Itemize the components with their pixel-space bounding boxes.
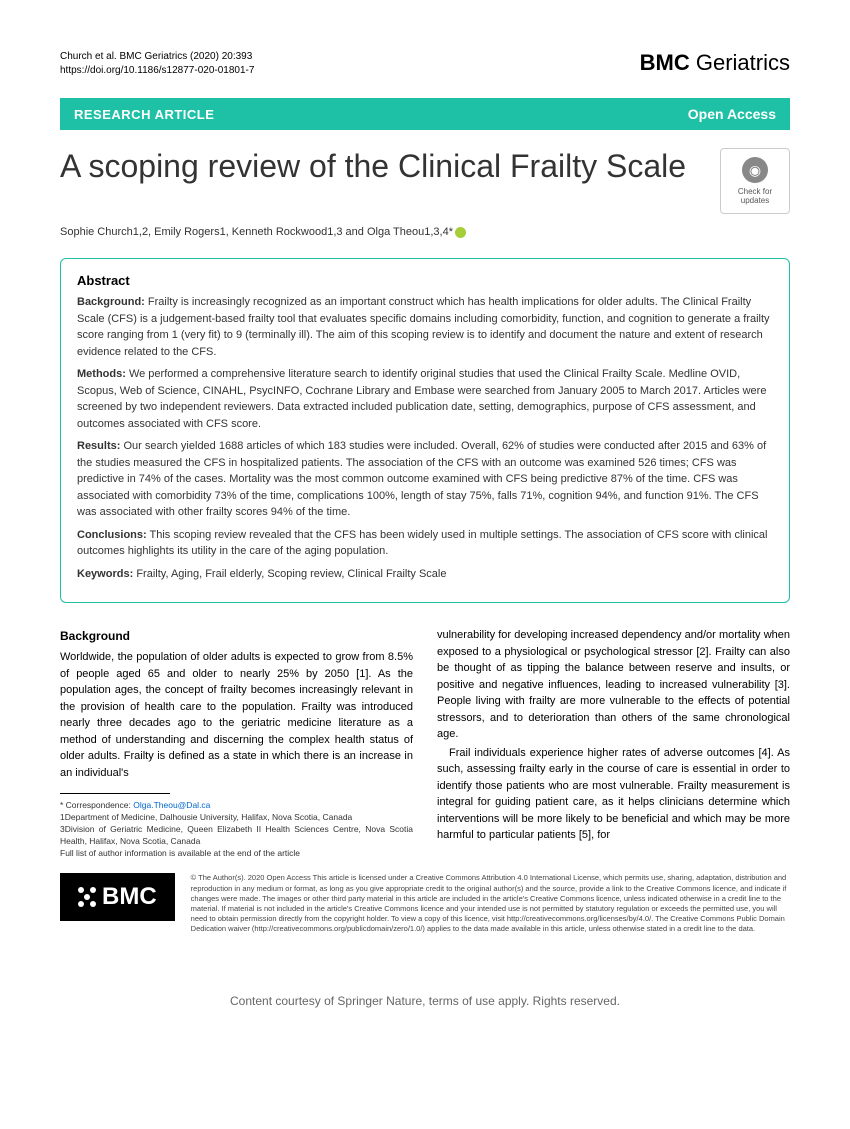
journal-logo: BMC Geriatrics [640, 50, 790, 76]
check-updates-badge[interactable]: ◉ Check for updates [720, 148, 790, 214]
page-footer: Content courtesy of Springer Nature, ter… [0, 994, 850, 1028]
article-title: A scoping review of the Clinical Frailty… [60, 148, 720, 185]
abstract-heading: Abstract [77, 273, 773, 288]
body-columns: Background Worldwide, the population of … [60, 627, 790, 859]
abstract-keywords: Keywords: Frailty, Aging, Frail elderly,… [77, 566, 773, 583]
keywords-text: Frailty, Aging, Frail elderly, Scoping r… [136, 568, 446, 580]
methods-label: Methods: [77, 368, 126, 380]
authors-text: Sophie Church1,2, Emily Rogers1, Kenneth… [60, 226, 453, 238]
journal-prefix: BMC [640, 50, 690, 75]
journal-suffix: Geriatrics [696, 50, 790, 75]
orcid-icon[interactable] [455, 227, 466, 238]
affiliation-1: 1Department of Medicine, Dalhousie Unive… [60, 812, 352, 822]
abstract-conclusions: Conclusions: This scoping review reveale… [77, 527, 773, 560]
methods-text: We performed a comprehensive literature … [77, 368, 766, 430]
bmc-logo-text: BMC [102, 883, 157, 911]
page-header: Church et al. BMC Geriatrics (2020) 20:3… [60, 50, 790, 78]
author-info-note: Full list of author information is avail… [60, 848, 300, 858]
correspondence-label: * Correspondence: [60, 800, 131, 810]
bmc-dots-icon [78, 885, 96, 909]
crossmark-icon: ◉ [742, 157, 768, 183]
correspondence-divider [60, 793, 170, 794]
affiliation-3: 3Division of Geriatric Medicine, Queen E… [60, 824, 413, 846]
article-type-label: RESEARCH ARTICLE [74, 107, 214, 122]
right-column: vulnerability for developing increased d… [437, 627, 790, 859]
conclusions-label: Conclusions: [77, 529, 147, 541]
abstract-box: Abstract Background: Frailty is increasi… [60, 258, 790, 603]
background-paragraph-3: Frail individuals experience higher rate… [437, 745, 790, 844]
results-text: Our search yielded 1688 articles of whic… [77, 440, 766, 518]
results-label: Results: [77, 440, 120, 452]
background-paragraph-2: vulnerability for developing increased d… [437, 627, 790, 743]
keywords-label: Keywords: [77, 568, 133, 580]
citation-authors: Church et al. BMC Geriatrics (2020) 20:3… [60, 50, 254, 64]
citation-block: Church et al. BMC Geriatrics (2020) 20:3… [60, 50, 254, 78]
author-list: Sophie Church1,2, Emily Rogers1, Kenneth… [60, 226, 790, 238]
background-paragraph-1: Worldwide, the population of older adult… [60, 649, 413, 781]
license-row: BMC © The Author(s). 2020 Open Access Th… [60, 873, 790, 934]
abstract-background: Background: Frailty is increasingly reco… [77, 294, 773, 360]
correspondence-email[interactable]: Olga.Theou@Dal.ca [133, 800, 210, 810]
article-page: Church et al. BMC Geriatrics (2020) 20:3… [0, 0, 850, 964]
background-label: Background: [77, 296, 145, 308]
abstract-results: Results: Our search yielded 1688 article… [77, 438, 773, 521]
open-access-label: Open Access [688, 106, 776, 122]
abstract-methods: Methods: We performed a comprehensive li… [77, 366, 773, 432]
article-type-banner: RESEARCH ARTICLE Open Access [60, 98, 790, 130]
correspondence-block: * Correspondence: Olga.Theou@Dal.ca 1Dep… [60, 800, 413, 859]
bmc-logo: BMC [60, 873, 175, 921]
title-row: A scoping review of the Clinical Frailty… [60, 148, 790, 214]
background-heading: Background [60, 627, 413, 645]
license-text: © The Author(s). 2020 Open Access This a… [191, 873, 790, 934]
background-text: Frailty is increasingly recognized as an… [77, 296, 770, 358]
citation-doi: https://doi.org/10.1186/s12877-020-01801… [60, 64, 254, 78]
conclusions-text: This scoping review revealed that the CF… [77, 529, 767, 558]
left-column: Background Worldwide, the population of … [60, 627, 413, 859]
check-updates-label: Check for updates [731, 187, 779, 205]
